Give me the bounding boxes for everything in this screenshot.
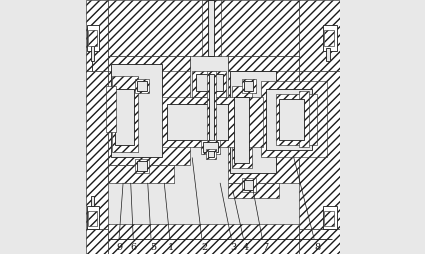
Bar bbox=[115, 89, 134, 145]
Bar bbox=[167, 104, 228, 140]
Bar bbox=[112, 76, 138, 152]
Bar bbox=[203, 142, 218, 152]
Bar bbox=[326, 48, 330, 61]
Bar bbox=[85, 0, 108, 71]
Bar bbox=[87, 25, 99, 51]
Bar bbox=[108, 0, 299, 56]
Bar bbox=[206, 149, 216, 159]
Bar bbox=[323, 206, 337, 229]
Text: 8: 8 bbox=[314, 243, 320, 251]
Bar bbox=[207, 71, 216, 147]
Bar bbox=[201, 140, 220, 154]
Bar bbox=[244, 180, 253, 190]
Text: 4: 4 bbox=[243, 243, 249, 251]
Bar bbox=[137, 161, 147, 171]
Bar bbox=[196, 74, 223, 91]
Text: 5: 5 bbox=[150, 243, 157, 251]
Bar bbox=[201, 0, 221, 56]
Bar bbox=[108, 56, 190, 71]
Text: 1: 1 bbox=[168, 243, 175, 251]
Bar bbox=[244, 81, 253, 91]
Bar bbox=[85, 229, 108, 254]
Bar bbox=[324, 211, 334, 226]
Bar bbox=[88, 211, 97, 226]
Bar bbox=[324, 30, 334, 46]
Bar bbox=[261, 81, 327, 157]
Bar bbox=[135, 159, 149, 173]
Bar bbox=[192, 71, 227, 97]
Bar bbox=[91, 46, 94, 61]
Bar bbox=[234, 97, 249, 163]
Bar bbox=[228, 56, 299, 183]
Bar bbox=[242, 79, 256, 93]
Bar bbox=[88, 30, 97, 46]
Bar bbox=[242, 178, 256, 192]
Bar bbox=[299, 0, 340, 71]
Bar bbox=[108, 165, 174, 183]
Bar bbox=[230, 71, 276, 173]
Bar bbox=[228, 56, 299, 71]
Text: 9: 9 bbox=[116, 243, 122, 251]
Bar bbox=[111, 64, 162, 157]
Bar bbox=[276, 94, 317, 145]
Bar bbox=[208, 0, 214, 56]
Bar bbox=[85, 71, 108, 229]
Bar bbox=[278, 99, 304, 140]
Bar bbox=[208, 151, 214, 157]
Bar bbox=[266, 89, 312, 150]
Text: 6: 6 bbox=[130, 243, 136, 251]
Text: 3: 3 bbox=[230, 243, 236, 251]
Bar bbox=[106, 86, 116, 132]
Text: 7: 7 bbox=[262, 243, 268, 251]
Bar bbox=[228, 183, 278, 198]
Text: 2: 2 bbox=[201, 243, 207, 251]
Bar bbox=[323, 25, 337, 51]
Bar bbox=[299, 91, 309, 147]
Bar bbox=[299, 229, 340, 254]
Bar bbox=[108, 224, 299, 254]
Bar bbox=[135, 79, 149, 93]
Bar bbox=[108, 56, 190, 165]
Bar bbox=[91, 196, 94, 206]
Bar bbox=[209, 74, 214, 140]
Bar bbox=[87, 206, 99, 229]
Bar bbox=[299, 71, 340, 229]
Bar bbox=[137, 81, 147, 91]
Bar bbox=[162, 97, 264, 147]
Bar bbox=[232, 86, 252, 168]
